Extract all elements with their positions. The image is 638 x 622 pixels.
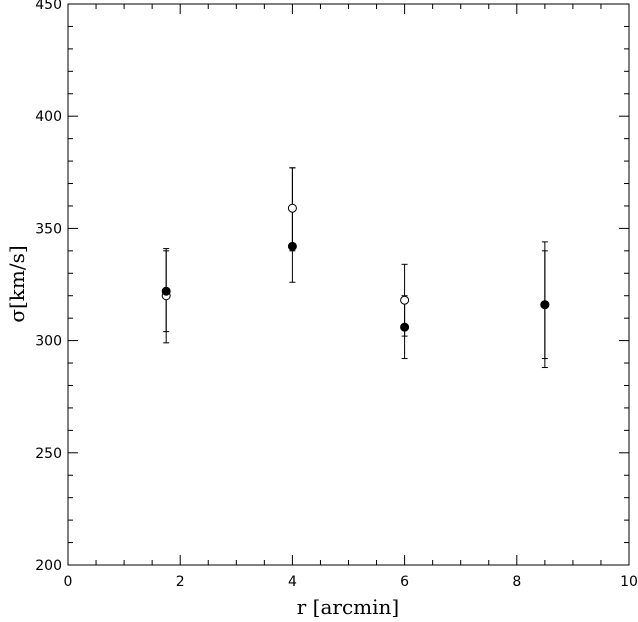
- filled-circle-point: [287, 241, 297, 251]
- y-tick-label: 450: [35, 0, 62, 13]
- x-axis-label: r [arcmin]: [297, 595, 399, 619]
- open-circle-point: [287, 203, 297, 213]
- error-bars: [163, 167, 548, 369]
- x-tick-label: 0: [64, 574, 73, 590]
- y-tick-label: 250: [35, 446, 62, 462]
- x-tick-label: 8: [512, 574, 521, 590]
- x-tick-label: 10: [620, 574, 638, 590]
- x-tick-label: 4: [288, 574, 297, 590]
- y-axis-label: σ[km/s]: [5, 245, 29, 322]
- y-tick-label: 350: [35, 221, 62, 237]
- y-tick-label: 400: [35, 109, 62, 125]
- ticks: [67, 3, 630, 566]
- x-tick-label: 2: [176, 574, 185, 590]
- filled-circle-point: [540, 300, 550, 310]
- open-circle-point: [400, 295, 410, 305]
- x-tick-label: 6: [400, 574, 409, 590]
- y-tick-label: 300: [35, 334, 62, 350]
- tick-labels: 0 2 4 6 8 10 200 250 300 350 400 450: [35, 0, 638, 590]
- filled-circle-point: [161, 286, 171, 296]
- markers: [161, 203, 550, 332]
- filled-circle-point: [400, 322, 410, 332]
- y-tick-label: 200: [35, 558, 62, 574]
